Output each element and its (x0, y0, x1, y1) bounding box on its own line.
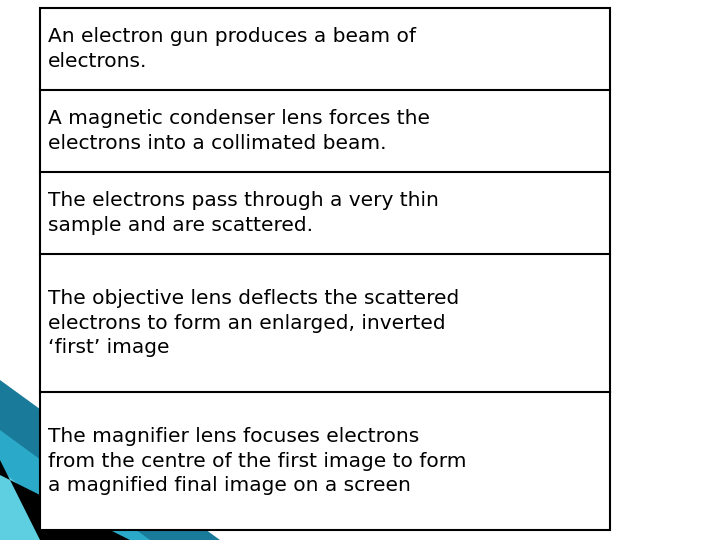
Polygon shape (0, 460, 130, 540)
Text: A magnetic condenser lens forces the
electrons into a collimated beam.: A magnetic condenser lens forces the ele… (48, 110, 430, 153)
Text: The electrons pass through a very thin
sample and are scattered.: The electrons pass through a very thin s… (48, 192, 439, 235)
Polygon shape (0, 380, 220, 540)
Bar (40, 8, 610, 530)
Polygon shape (0, 430, 150, 540)
Polygon shape (0, 470, 90, 540)
Text: The magnifier lens focuses electrons
from the centre of the first image to form
: The magnifier lens focuses electrons fro… (48, 427, 467, 495)
Text: An electron gun produces a beam of
electrons.: An electron gun produces a beam of elect… (48, 28, 416, 71)
Text: The objective lens deflects the scattered
electrons to form an enlarged, inverte: The objective lens deflects the scattere… (48, 289, 459, 357)
